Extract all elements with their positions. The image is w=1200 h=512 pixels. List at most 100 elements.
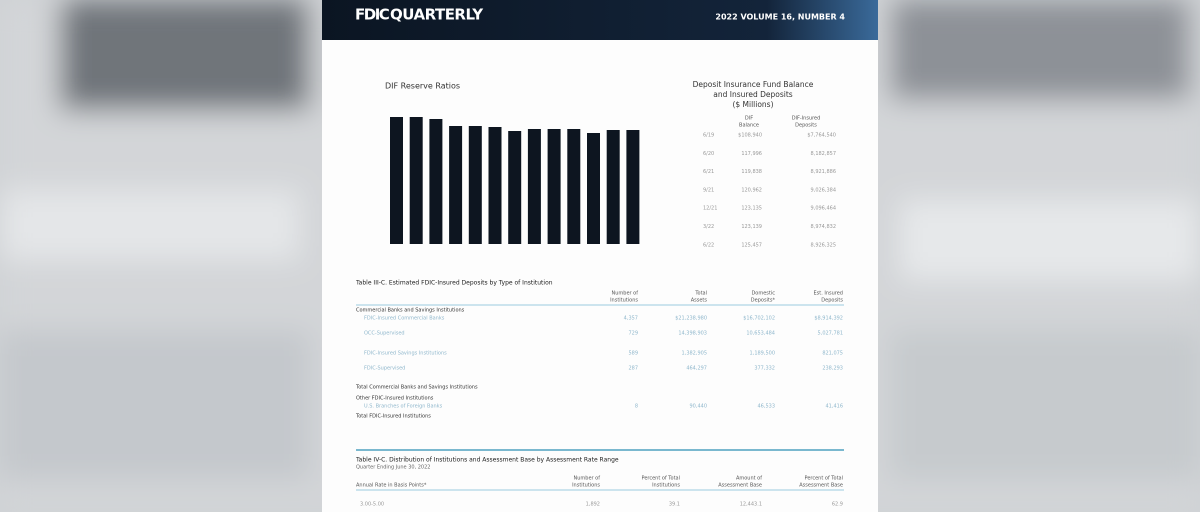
cell: 3/22 — [703, 224, 714, 230]
cell: 3.00-5.00 — [360, 502, 384, 508]
column-header: Institutions — [610, 298, 638, 304]
header-title: QUARTERLY — [390, 6, 484, 24]
cell: 41,416 — [826, 404, 844, 410]
cell: 464,297 — [686, 366, 707, 372]
bar — [488, 127, 502, 244]
cell: OCC-Supervised — [364, 331, 405, 337]
cell: Total Commercial Banks and Savings Insti… — [355, 385, 478, 391]
column-header: Domestic — [751, 291, 775, 297]
column-header: DIF-Insured — [792, 116, 821, 122]
cell: 123,139 — [741, 224, 762, 230]
bar — [449, 126, 463, 244]
cell: 8,182,857 — [811, 151, 836, 157]
header-bar — [322, 0, 878, 40]
cell: 1,189,500 — [750, 351, 775, 357]
cell: 8,921,886 — [811, 169, 836, 175]
cell: 14,398,903 — [678, 331, 707, 337]
bar — [547, 129, 561, 244]
cell: 8,974,832 — [811, 224, 836, 230]
column-header: Number of — [612, 291, 639, 297]
column-header: Balance — [739, 123, 759, 129]
column-header: Annual Rate in Basis Points* — [356, 483, 427, 489]
table-title: Table IV-C. Distribution of Institutions… — [355, 457, 619, 464]
cell: 62.9 — [832, 502, 843, 508]
cell: $8,914,392 — [814, 316, 843, 322]
cell: 1,382,905 — [682, 351, 707, 357]
chart-title: DIF Reserve Ratios — [385, 82, 460, 91]
brand: FDIC — [355, 6, 390, 24]
bar — [409, 117, 423, 244]
cell: 1,892 — [586, 502, 600, 508]
cell: $108,940 — [738, 133, 762, 139]
cell: 6/21 — [703, 169, 714, 175]
cell: 238,293 — [822, 366, 843, 372]
cell: 9,026,384 — [811, 187, 836, 193]
table-title: Deposit Insurance Fund Balance — [693, 80, 814, 89]
column-header: Assessment Base — [718, 483, 762, 489]
cell: 729 — [628, 331, 638, 337]
column-header: Est. Insured — [813, 291, 843, 297]
cell: FDIC-Insured Savings Institutions — [364, 351, 447, 357]
column-header: Institutions — [572, 483, 600, 489]
cell: 12/21 — [703, 206, 717, 212]
cell: 12,443.1 — [740, 502, 762, 508]
column-header: Number of — [574, 476, 601, 482]
cell: 125,457 — [741, 242, 762, 248]
column-header: Percent of Total — [805, 476, 844, 482]
cell: $16,702,102 — [743, 316, 775, 322]
cell: 120,962 — [741, 187, 762, 193]
cell: 123,135 — [741, 206, 762, 212]
bar — [606, 130, 620, 244]
column-header: Institutions — [652, 483, 680, 489]
cell: 6/20 — [703, 151, 714, 157]
table-title: Table III-C. Estimated FDIC-Insured Depo… — [355, 280, 553, 287]
cell: 287 — [628, 366, 638, 372]
column-header: Total — [694, 291, 707, 297]
bar — [468, 126, 482, 244]
cell: 117,996 — [741, 151, 762, 157]
cell: 821,075 — [822, 351, 843, 357]
column-header: Assets — [691, 298, 708, 304]
bar — [508, 131, 522, 244]
column-header: Percent of Total — [642, 476, 681, 482]
column-header: Deposits — [821, 298, 843, 304]
cell: 10,653,484 — [746, 331, 775, 337]
bar — [567, 129, 581, 244]
issue: 2022 VOLUME 16, NUMBER 4 — [715, 13, 845, 22]
cell: Commercial Banks and Savings Institution… — [356, 308, 465, 314]
cell: 4,357 — [624, 316, 638, 322]
cell: 6/19 — [703, 133, 714, 139]
column-header: DIF — [745, 116, 753, 122]
table-title: ($ Millions) — [732, 100, 773, 109]
bar — [390, 117, 403, 244]
cell: 589 — [628, 351, 638, 357]
column-header: Amount of — [736, 476, 762, 482]
cell: 90,440 — [690, 404, 708, 410]
cell: 8,926,325 — [811, 242, 836, 248]
cell: Total FDIC-Insured Institutions — [355, 414, 431, 420]
page — [322, 0, 878, 512]
cell: 5,027,781 — [818, 331, 843, 337]
cell: 9/21 — [703, 187, 714, 193]
cell: 6/22 — [703, 242, 714, 248]
cell: 46,533 — [758, 404, 776, 410]
cell: 119,838 — [741, 169, 762, 175]
table-title: and Insured Deposits — [713, 90, 792, 99]
cell: 377,332 — [754, 366, 775, 372]
table-subtitle: Quarter Ending June 30, 2022 — [356, 465, 430, 471]
cell: FDIC-Supervised — [364, 366, 405, 372]
column-header: Assessment Base — [799, 483, 843, 489]
bar — [429, 119, 443, 244]
cell: U.S. Branches of Foreign Banks — [364, 404, 443, 410]
cell: $7,764,540 — [807, 133, 836, 139]
cell: FDIC-Insured Commercial Banks — [364, 316, 445, 322]
bar — [587, 133, 600, 244]
cell: 8 — [635, 404, 638, 410]
cell: Other FDIC-Insured Institutions — [356, 396, 434, 402]
column-header: Deposits* — [751, 298, 776, 304]
column-header: Deposits — [795, 123, 817, 129]
bar — [626, 130, 640, 244]
bar — [527, 129, 541, 244]
